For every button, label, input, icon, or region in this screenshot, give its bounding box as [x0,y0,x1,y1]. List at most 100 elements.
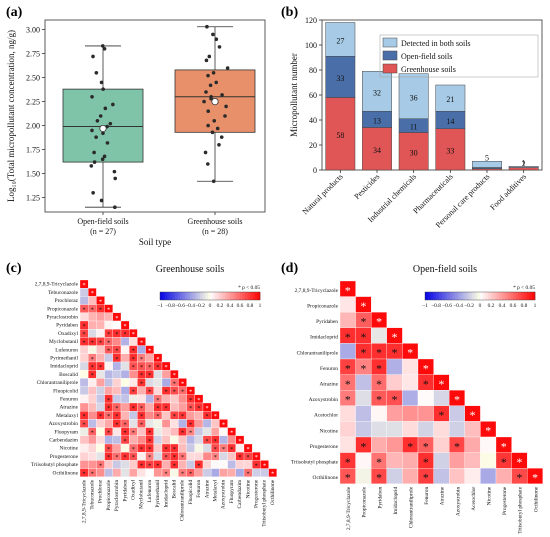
heatmap-cell [227,452,236,461]
heatmap-cell [355,405,372,422]
significance-star: * [247,447,250,453]
heatmap-cell [104,320,113,330]
data-point [211,71,216,75]
heatmap-cell [339,421,356,438]
heatmap-cell [480,436,497,453]
data-point [100,44,105,48]
heatmap-cell [96,329,105,338]
significance-star: * [189,406,192,412]
heatmap-cell [129,370,138,379]
row-label: Nicotine [59,446,78,452]
significance-star: * [214,447,217,453]
column-label: Progesterone [254,479,260,508]
heatmap-cell [178,394,187,404]
significance-star: * [407,440,413,453]
heatmap-cell [137,452,146,461]
significance-star: * [107,308,110,314]
heatmap-cell [129,460,138,469]
heatmap-cell [88,345,97,354]
colorbar-tick-label: 1 [259,303,262,309]
colorbar-segment [510,292,514,300]
heatmap-cell [104,435,113,445]
heatmap-cell [88,394,97,404]
x-tick-label: Greenhouse soils [188,217,243,226]
colorbar-segment [449,292,453,300]
bar-segment-greenhouse-soils [362,127,392,171]
heatmap-cell [129,435,138,445]
heatmap-cell [120,394,130,404]
significance-star: * [83,414,86,420]
heatmap-cell [417,421,434,438]
heatmap-cell [386,436,403,453]
colorbar-segment [220,292,223,300]
row-label: Lufenuron [55,346,78,353]
heatmap-cell [153,452,163,461]
data-point [223,114,227,118]
significance-star: * [501,440,507,453]
colorbar-segment [172,292,176,300]
heatmap-cell [104,378,113,387]
y-tick-label: 2.50 [26,74,40,83]
stacked-bar-panel: 0 20 40 60 80 100 120 Micropollutant number 58 33… [289,16,543,230]
heatmap-cell [449,468,465,484]
significance-star: * [99,308,102,314]
significance-star: * [156,406,159,412]
data-point [99,198,104,203]
significance-star: * [107,431,110,437]
data-point [217,45,222,49]
significance-star: * [83,472,86,478]
colorbar-segment [532,292,536,300]
heatmap-cell [120,468,130,477]
heatmap-cell [120,370,130,379]
x-tick-label: Pesticides [352,172,381,201]
significance-star: * [83,340,86,346]
significance-star: * [132,332,135,338]
heatmap-cell [112,370,122,379]
row-label: Atrazine [319,382,338,388]
heatmap-cell [161,460,171,469]
data-point [215,126,220,131]
column-label: Triisobutyl phosphate [262,479,268,527]
heatmap-cell [88,443,97,453]
heatmap-cell [137,468,146,477]
colorbar-segment [177,292,181,300]
heatmap-cell [153,370,163,379]
heatmap-cell [96,427,105,436]
significance-star: * [115,414,118,420]
colorbar-segment [524,292,528,300]
data-point [112,169,117,174]
heatmap-cell [449,452,465,469]
data-point [105,141,110,145]
colorbar-tick-label: 0.4 [227,303,234,309]
colorbar-tick-label: 0.6 [237,303,244,309]
bar-segment-detected-in-both-soils [325,22,356,57]
heatmap-cell [104,312,113,322]
significance-star: * [197,398,200,404]
heatmap-cell [219,427,228,436]
heatmap-cell [268,468,277,477]
significance-star: * [107,406,110,412]
heatmap-cell [170,394,179,404]
heatmap-cell [402,452,419,469]
heatmap-cell [186,411,195,420]
heatmap-cell [112,427,122,436]
heatmap-cell [88,435,97,445]
significance-star: * [238,455,241,461]
data-point [113,205,117,209]
heatmap-cell [480,452,497,469]
row-label: Octhilinone [313,475,339,481]
data-point [206,109,211,113]
heatmap-cell [194,452,204,461]
heatmap-cell [129,337,138,346]
column-label: Nicotine [487,486,493,505]
heatmap-cell [161,370,171,379]
colorbar-segment [245,292,248,300]
heatmap-cell [402,358,419,375]
significance-star: * [181,390,184,396]
heatmap-cell [145,468,154,477]
significance-star: * [83,422,86,428]
panel-label-c: (c) [6,261,22,276]
significance-star: * [91,308,94,314]
heatmap-cell [464,468,481,484]
heatmap-cell [211,427,220,436]
